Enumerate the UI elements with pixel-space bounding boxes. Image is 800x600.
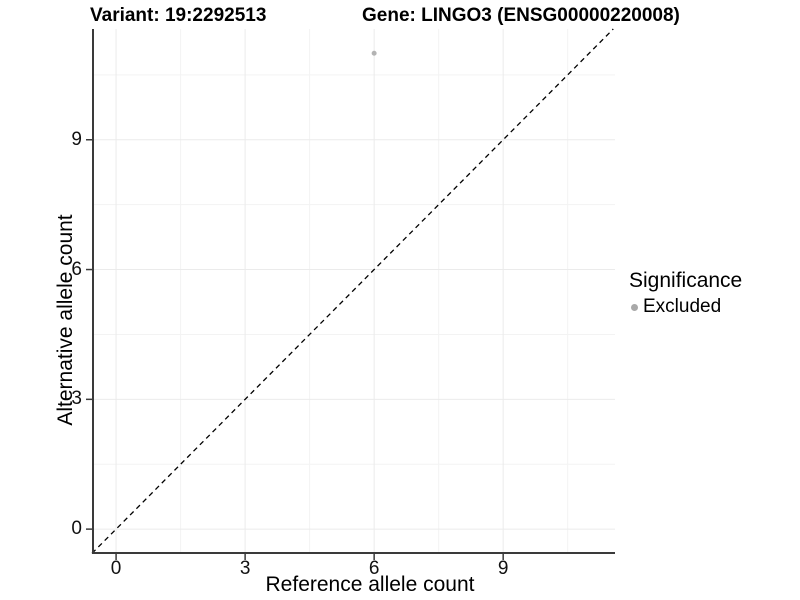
legend: Significance Excluded	[629, 269, 742, 318]
data-point	[371, 50, 377, 56]
x-tick-label-9: 9	[497, 558, 509, 579]
y-tick-label-3: 3	[71, 388, 82, 410]
y-tick-label-0: 0	[71, 518, 82, 540]
x-tick-label-3: 3	[239, 558, 251, 579]
y-tick-label-6: 6	[71, 258, 82, 280]
gene-title: Gene: LINGO3 (ENSG00000220008)	[362, 5, 680, 26]
plot-panel	[86, 28, 615, 560]
identity-line	[91, 28, 614, 554]
legend-title: Significance	[629, 269, 743, 292]
x-tick-label-0: 0	[110, 558, 122, 579]
legend-item-excluded: Excluded	[629, 296, 742, 318]
x-axis-title: Reference allele count	[265, 573, 475, 596]
excluded-point-icon	[631, 303, 638, 311]
y-tick-label-9: 9	[71, 128, 82, 150]
x-tick-label-6: 6	[368, 558, 380, 579]
plot-canvas	[86, 28, 615, 560]
variant-title: Variant: 19:2292513	[90, 5, 267, 26]
legend-item-label: Excluded	[643, 296, 722, 317]
